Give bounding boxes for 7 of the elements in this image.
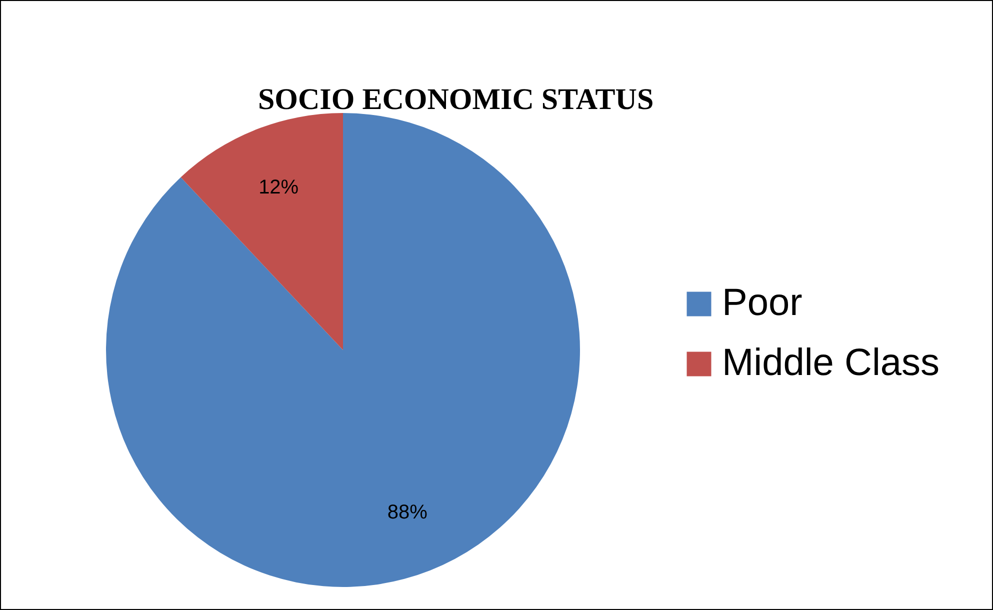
data-label: 12% bbox=[258, 176, 299, 198]
legend-label: Middle Class bbox=[722, 342, 940, 384]
data-label: 88% bbox=[387, 502, 428, 524]
pie-slice bbox=[106, 113, 580, 587]
legend-label: Poor bbox=[722, 282, 803, 324]
chart-title: SOCIO ECONOMIC STATUS bbox=[258, 83, 654, 116]
pie-slice bbox=[180, 113, 343, 350]
